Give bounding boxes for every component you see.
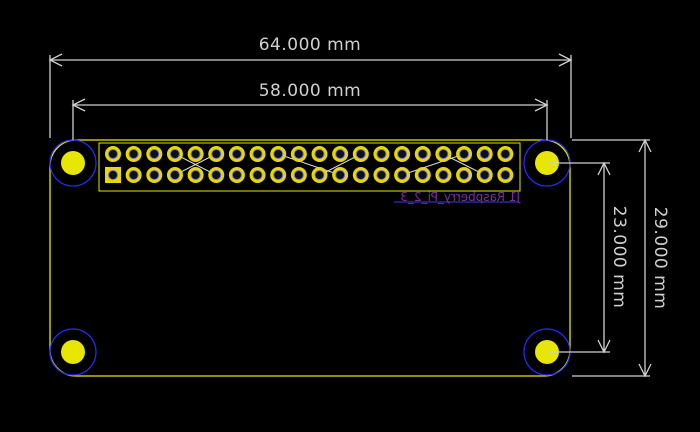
header-pin bbox=[414, 146, 431, 162]
dimension-height-outer-label: 29.000 mm bbox=[650, 207, 670, 310]
header-pin bbox=[394, 167, 411, 183]
header-pin bbox=[332, 146, 349, 162]
dimension-width-outer-label: 64.000 mm bbox=[259, 35, 362, 55]
header-pin bbox=[332, 167, 349, 183]
header-pin bbox=[311, 146, 328, 162]
dimension-width-holes bbox=[71, 98, 549, 140]
header-pin bbox=[166, 146, 183, 162]
header-pin bbox=[187, 146, 204, 162]
mounting-hole-top-left bbox=[49, 139, 97, 187]
header-pin bbox=[249, 146, 266, 162]
header-pin bbox=[456, 167, 473, 183]
header-pin bbox=[270, 167, 287, 183]
header-pin bbox=[208, 146, 225, 162]
header-pin bbox=[497, 146, 514, 162]
header-pin bbox=[146, 167, 163, 183]
header-pin bbox=[476, 167, 493, 183]
mounting-hole-bottom-left bbox=[49, 328, 97, 376]
header-pin bbox=[249, 167, 266, 183]
header-pin bbox=[208, 167, 225, 183]
header-pin bbox=[125, 167, 142, 183]
dimension-height-outer bbox=[572, 138, 652, 378]
dimension-width-outer bbox=[48, 53, 573, 138]
board-outline bbox=[49, 139, 571, 377]
header-pin bbox=[270, 146, 287, 162]
header-pin bbox=[146, 146, 163, 162]
dimension-width-holes-label: 58.000 mm bbox=[259, 81, 362, 101]
header-pin bbox=[105, 146, 121, 162]
dimension-height-holes-label: 23.000 mm bbox=[609, 206, 629, 309]
header-pin bbox=[373, 167, 390, 183]
header-pin bbox=[414, 167, 431, 183]
gpio-header bbox=[105, 146, 514, 183]
header-pin bbox=[311, 167, 328, 183]
header-pin bbox=[125, 146, 142, 162]
header-pin bbox=[352, 146, 369, 162]
header-pin bbox=[187, 167, 204, 183]
header-silkscreen bbox=[98, 142, 521, 192]
dimension-height-holes bbox=[547, 161, 611, 354]
header-pin bbox=[166, 167, 183, 183]
header-pin bbox=[228, 167, 245, 183]
header-pin bbox=[290, 146, 307, 162]
header-pin bbox=[476, 146, 493, 162]
header-pin bbox=[435, 146, 452, 162]
header-pin bbox=[373, 146, 390, 162]
header-pin bbox=[352, 167, 369, 183]
reference-label: J1 Raspberry_Pi_2_3 bbox=[400, 190, 521, 204]
header-pin bbox=[497, 167, 514, 183]
header-pin bbox=[105, 167, 121, 183]
header-pin bbox=[394, 146, 411, 162]
header-pin bbox=[435, 167, 452, 183]
header-pin bbox=[228, 146, 245, 162]
header-pin bbox=[290, 167, 307, 183]
header-pin bbox=[456, 146, 473, 162]
